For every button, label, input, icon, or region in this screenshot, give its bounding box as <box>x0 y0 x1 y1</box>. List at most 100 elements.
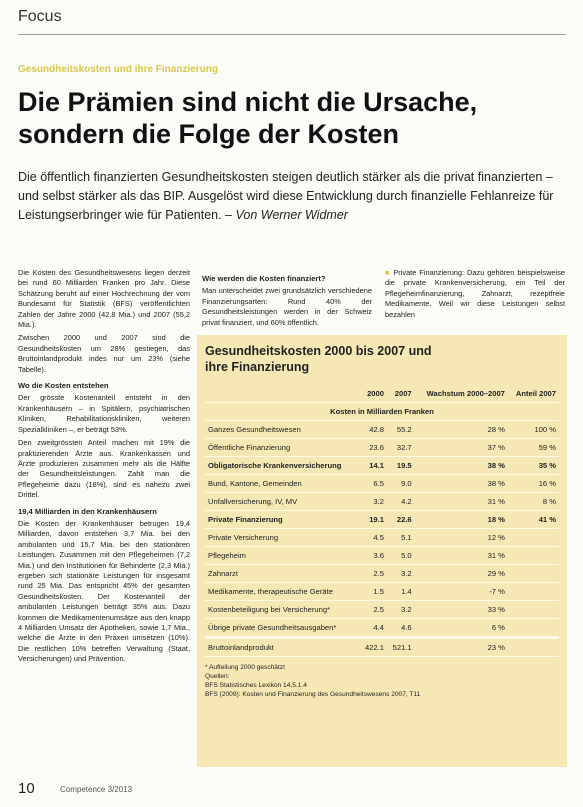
table-cell: 3.2 <box>386 564 415 583</box>
table-cell: 42.8 <box>359 420 387 439</box>
rule <box>18 34 566 35</box>
paragraph: Den zweitgrössten Anteil machen mit 19% … <box>18 438 190 500</box>
table-cell: Übrige private Gesundheitsausgaben* <box>205 618 360 638</box>
table-row: Medikamente, therapeutische Geräte 1.5 1.4… <box>205 582 559 601</box>
table-cell: 23 % <box>414 637 508 657</box>
table-row: Übrige private Gesundheitsausgaben* 4.4 4.… <box>205 618 559 638</box>
header-cell: 2007 <box>386 385 415 403</box>
table-row: Bund, Kantone, Gemeinden 6.5 9.0 38 % 16 % <box>205 474 559 493</box>
table-title: Gesundheitskosten 2000 bis 2007 und ihre… <box>205 344 432 374</box>
table-cell: 6.5 <box>359 474 387 493</box>
table-cell: Ganzes Gesundheitswesen <box>205 420 360 439</box>
table-cell <box>507 637 559 657</box>
headline: Die Prämien sind nicht die Ursache, sond… <box>18 87 478 149</box>
header-cell: 2000 <box>359 385 387 403</box>
table-cell: 35 % <box>507 456 559 475</box>
table-row: Kostenbeteiligung bei Versicherung* 2.5 3.… <box>205 600 559 619</box>
table-cell: 3.6 <box>359 546 387 565</box>
table-cell: Zahnarzt <box>205 564 360 583</box>
table-cell: -7 % <box>414 582 508 601</box>
table-row: Bruttoinlandprodukt 422.1 521.1 23 % <box>205 637 559 657</box>
table-cell: 38 % <box>414 456 508 475</box>
author: Von Werner Widmer <box>235 208 348 222</box>
table-cell <box>507 564 559 583</box>
subheading: Wie werden die Kosten finanziert? <box>202 274 326 283</box>
section-label: Focus <box>18 8 62 25</box>
table-cell: 4.2 <box>386 492 415 511</box>
table-row: Unfallversicherung, IV, MV 3.2 4.2 31 % 8 % <box>205 492 559 511</box>
table-cell: 31 % <box>414 546 508 565</box>
table-cell: 1.4 <box>386 582 415 601</box>
table-cell: Bruttoinlandprodukt <box>205 637 360 657</box>
paragraph: Die Kosten des Gesundheitswesens liegen … <box>18 268 190 330</box>
table-cell: Pflegeheim <box>205 546 360 565</box>
table-cell: 521.1 <box>386 637 415 657</box>
table-cell: 3.2 <box>359 492 387 511</box>
table-cell: 38 % <box>414 474 508 493</box>
table-cell <box>507 582 559 601</box>
table-cell: 100 % <box>507 420 559 439</box>
notes: * Aufteilung 2000 geschätzt Quellen: BFS S… <box>197 657 567 705</box>
table-cell: 32.7 <box>386 438 415 457</box>
table-cell: 33 % <box>414 600 508 619</box>
page-number: 10 <box>18 780 35 797</box>
table-cell <box>507 528 559 547</box>
lead: Die öffentlich finanzierten Gesundheitsk… <box>18 168 566 225</box>
table-cell: 2.5 <box>359 600 387 619</box>
table: 2000 2007 Wachstum 2000–2007 Anteil 2007 Kos… <box>205 385 559 657</box>
note: BFS Statistisches Lexikon 14.5.1.4 <box>205 682 307 689</box>
paragraph: Zwischen 2000 und 2007 sind die Gesundhe… <box>18 333 190 374</box>
table-box: Gesundheitskosten 2000 bis 2007 und ihre… <box>197 335 567 767</box>
table-cell: 4.6 <box>386 618 415 638</box>
table-cell <box>507 600 559 619</box>
table-cell: 8 % <box>507 492 559 511</box>
table-cell: 1.5 <box>359 582 387 601</box>
table-row: Private Finanzierung 19.1 22.6 18 % 41 % <box>205 510 559 529</box>
column: Die Kosten des Gesundheitswesens liegen … <box>18 268 190 773</box>
table-cell: 55.2 <box>386 420 415 439</box>
table-cell: Private Versicherung <box>205 528 360 547</box>
note: * Aufteilung 2000 geschätzt <box>205 664 285 671</box>
table-cell: Öffentliche Finanzierung <box>205 438 360 457</box>
paragraph-text: Private Finanzierung: Dazu gehören beisp… <box>385 268 565 319</box>
note: Quellen: <box>205 673 230 680</box>
table-cell: 6 % <box>414 618 508 638</box>
table-cell: 37 % <box>414 438 508 457</box>
table-cell: 19.1 <box>359 510 387 529</box>
publication: Competence 3/2013 <box>60 785 133 794</box>
paragraph: Die Kosten der Krankenhäuser betrugen 19… <box>18 518 190 664</box>
header-cell <box>205 385 360 403</box>
table-cell: Unfallversicherung, IV, MV <box>205 492 360 511</box>
table-cell: 19.5 <box>386 456 415 475</box>
header-row: 2000 2007 Wachstum 2000–2007 Anteil 2007 <box>205 385 559 403</box>
table-cell: Medikamente, therapeutische Geräte <box>205 582 360 601</box>
table-row: Pflegeheim 3.6 5.0 31 % <box>205 546 559 565</box>
paragraph: Man unterscheidet zwei grundsätzlich ver… <box>202 286 372 327</box>
table-row: Private Versicherung 4.5 5.1 12 % <box>205 528 559 547</box>
table-row: Obligatorische Krankenversicherung 14.1 19… <box>205 456 559 475</box>
subheading: Wo die Kosten entstehen <box>18 381 109 391</box>
table-cell: Kostenbeteiligung bei Versicherung* <box>205 600 360 619</box>
table-cell: 59 % <box>507 438 559 457</box>
header-cell: Anteil 2007 <box>507 385 559 403</box>
table-cell: 18 % <box>414 510 508 529</box>
paragraph: ■ Private Finanzierung: Dazu gehören bei… <box>385 268 565 319</box>
kicker: Gesundheitskosten und ihre Finanzierung <box>18 64 219 75</box>
lead-text: Die öffentlich finanzierten Gesundheitsk… <box>18 170 554 222</box>
table-cell: 23.6 <box>359 438 387 457</box>
table-cell: Bund, Kantone, Gemeinden <box>205 474 360 493</box>
table-cell: 28 % <box>414 420 508 439</box>
header-cell: Wachstum 2000–2007 <box>414 385 508 403</box>
table-cell: 5.1 <box>386 528 415 547</box>
unit-cell: Kosten in Milliarden Franken <box>205 402 559 421</box>
unit-row: Kosten in Milliarden Franken <box>205 402 559 421</box>
table-cell: 422.1 <box>359 637 387 657</box>
column: Wie werden die Kosten finanziert? Man unt… <box>202 268 372 328</box>
table-cell: 14.1 <box>359 456 387 475</box>
subheading: 19,4 Milliarden in den Krankenhäusern <box>18 506 157 516</box>
table-cell: Private Finanzierung <box>205 510 360 529</box>
table-row: Zahnarzt 2.5 3.2 29 % <box>205 564 559 583</box>
table-cell: 4.5 <box>359 528 387 547</box>
table-cell: 12 % <box>414 528 508 547</box>
